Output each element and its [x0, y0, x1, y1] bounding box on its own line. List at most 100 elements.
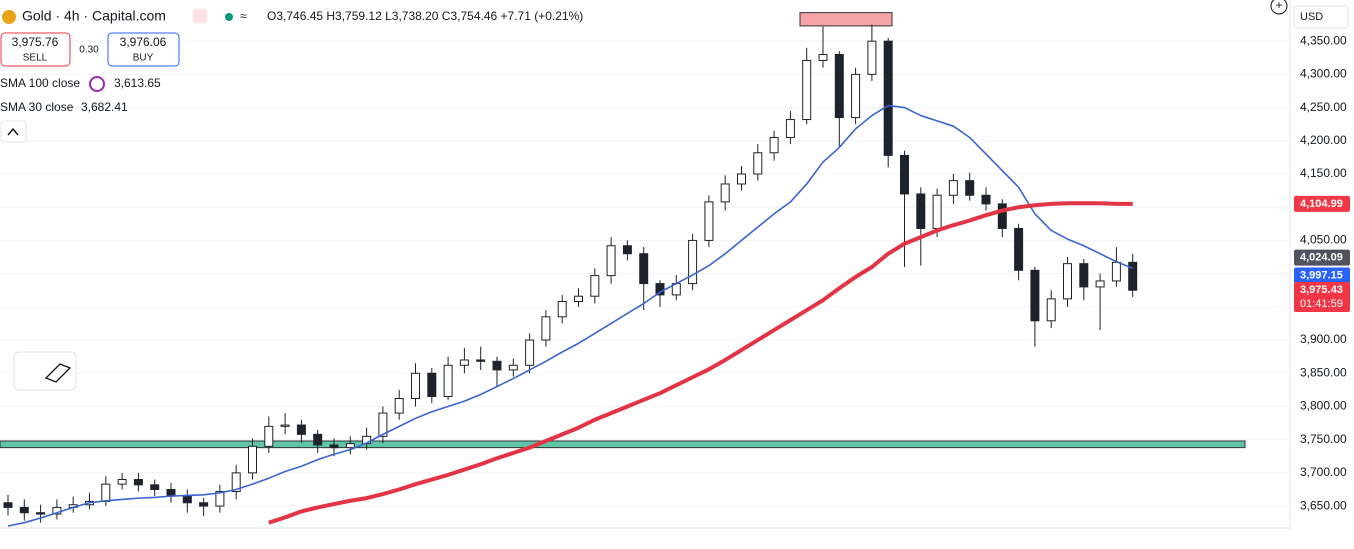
candle-body	[590, 275, 600, 297]
add-icon: +	[1275, 0, 1282, 12]
candle-body	[525, 339, 535, 366]
candle-body	[720, 183, 730, 203]
currency: USD	[1300, 11, 1323, 23]
price-tag-label: 4,104.99	[1300, 198, 1343, 210]
sma30-label: SMA 30 close	[0, 100, 74, 114]
candle-body	[378, 412, 388, 437]
overlay: Gold · 4h · Capital.com ≈ O3,746.45 H3,7…	[0, 0, 1350, 391]
price-tag-label: 4,024.09	[1300, 252, 1343, 264]
candle-body	[1095, 280, 1105, 288]
candle-body	[932, 194, 942, 229]
candle-body	[166, 488, 176, 497]
candle-body	[688, 239, 698, 285]
candle-body	[19, 506, 29, 514]
y-tick-label: 3,800.00	[1300, 399, 1347, 413]
candle-body	[1046, 298, 1056, 322]
candle-body	[981, 194, 991, 205]
sell-price: 3,975.76	[12, 35, 59, 49]
candle-body	[1063, 263, 1072, 300]
y-tick-label: 4,350.00	[1300, 33, 1347, 47]
candle-body	[296, 424, 306, 435]
candle-body	[704, 201, 714, 241]
candle-body	[182, 495, 192, 504]
candle-body	[1079, 263, 1089, 288]
sell-button[interactable]	[0, 32, 71, 67]
candle-body	[622, 245, 632, 255]
currency-button[interactable]	[1293, 5, 1349, 29]
zone	[0, 440, 1246, 449]
collapse-icon	[7, 127, 19, 136]
candle-body	[313, 433, 323, 446]
y-tick-label: 3,700.00	[1300, 465, 1347, 479]
candle-body	[818, 53, 828, 61]
price-tag	[1294, 267, 1350, 284]
y-tick-label: 4,300.00	[1300, 67, 1347, 81]
candle-body	[916, 193, 926, 229]
candle-body	[737, 173, 746, 185]
price-tag-label: 3,997.15	[1300, 269, 1343, 281]
sma-icon	[89, 76, 105, 92]
wave-icon: ≈	[240, 9, 247, 23]
candle-body	[443, 364, 453, 397]
candle-body	[150, 484, 160, 490]
candle-body	[802, 59, 812, 121]
candle-body	[1030, 269, 1040, 322]
candle-body	[574, 295, 583, 303]
candle-body	[606, 245, 616, 277]
symbol-icon	[2, 10, 16, 24]
candle-body	[36, 512, 46, 515]
sell-label: SELL	[23, 53, 48, 64]
candle-body	[199, 502, 209, 507]
drawing-toolbar[interactable]	[13, 351, 77, 391]
candle-body	[508, 364, 518, 371]
sma100-label: SMA 100 close	[0, 76, 80, 90]
candle-body	[394, 397, 404, 414]
buy-price: 3,976.06	[120, 35, 167, 49]
ohlc: O3,746.45 H3,759.12 L3,738.20 C3,754.46 …	[267, 9, 583, 23]
symbol: Gold · 4h · Capital.com	[22, 8, 166, 24]
candle-body	[215, 490, 225, 507]
candle-body	[883, 40, 893, 156]
sma30-value: 3,682.41	[81, 100, 128, 114]
candle-body	[231, 472, 241, 492]
candle-body	[345, 443, 355, 449]
price-tag	[1294, 249, 1350, 266]
add-button[interactable]	[1270, 0, 1288, 15]
candle-body	[411, 372, 420, 399]
y-tick-label: 3,850.00	[1300, 365, 1347, 379]
sma-line	[268, 201, 1133, 525]
y-tick-label: 4,200.00	[1300, 133, 1347, 147]
y-tick-label: 4,250.00	[1300, 100, 1347, 114]
candle-body	[997, 203, 1007, 229]
candle-body	[248, 445, 257, 474]
sma100-value: 3,613.65	[114, 76, 161, 90]
sma-line	[7, 104, 1134, 527]
candle-body	[851, 73, 861, 119]
buy-label: BUY	[133, 53, 154, 64]
candle-body	[101, 483, 111, 502]
candle-body	[1128, 261, 1138, 291]
y-tick-label: 4,150.00	[1300, 166, 1347, 180]
candle-body	[117, 479, 127, 485]
price-tag	[1294, 195, 1350, 212]
buy-button[interactable]	[107, 32, 180, 67]
candle-body	[264, 425, 274, 447]
y-tick-label: 3,900.00	[1300, 332, 1347, 346]
candle-body	[476, 359, 486, 362]
price-tag-label: 3,975.43	[1300, 284, 1343, 296]
price-tag	[1294, 281, 1350, 312]
spread: 0.30	[79, 45, 99, 56]
countdown: 01:41:59	[1300, 298, 1343, 310]
candle-body	[133, 479, 143, 486]
status-dot	[225, 13, 233, 21]
candle-body	[639, 253, 649, 285]
candle-body	[1111, 261, 1121, 282]
candle-body	[3, 502, 13, 508]
candle-body	[769, 136, 779, 154]
collapse-button[interactable]	[0, 120, 27, 143]
candle-body	[965, 180, 975, 196]
y-tick-label: 3,750.00	[1300, 432, 1347, 446]
